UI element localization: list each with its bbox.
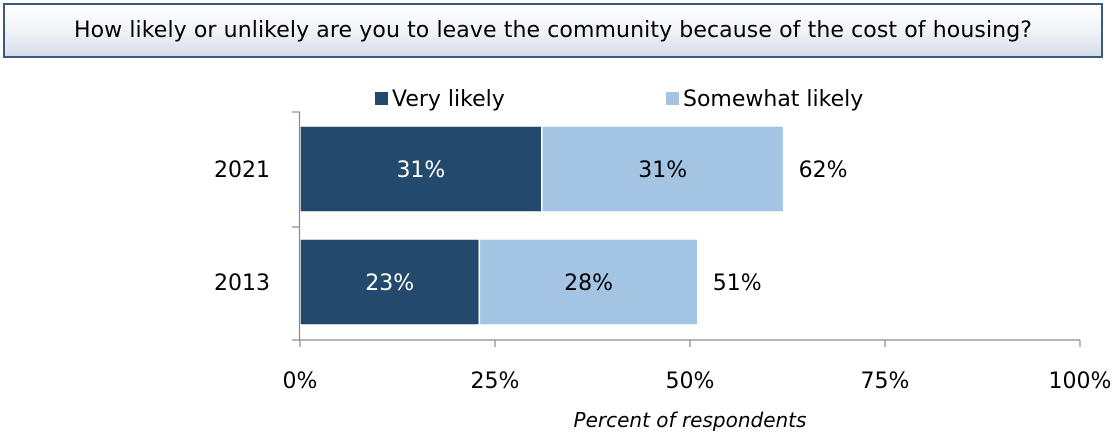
bar-somewhat-likely-2013 xyxy=(478,238,699,326)
bar-somewhat-likely-2021 xyxy=(541,125,785,213)
total-label-2021: 62% xyxy=(799,158,848,183)
data-label-somewhat-likely-2013: 28% xyxy=(564,271,613,296)
x-tick-label-100: 100% xyxy=(1049,369,1112,394)
data-label-very-likely-2013: 23% xyxy=(365,271,414,296)
legend-very-likely-label: Very likely xyxy=(392,87,505,112)
x-tick-label-50: 50% xyxy=(666,369,715,394)
legend-somewhat-likely-label: Somewhat likely xyxy=(683,87,863,112)
x-tick-label-25: 25% xyxy=(471,369,520,394)
x-tick-label-75: 75% xyxy=(861,369,910,394)
category-label-2021: 2021 xyxy=(214,158,270,183)
chart-title-box: How likely or unlikely are you to leave … xyxy=(3,3,1103,58)
chart-title: How likely or unlikely are you to leave … xyxy=(73,18,1033,43)
data-label-somewhat-likely-2021: 31% xyxy=(638,158,687,183)
x-tick-label-0: 0% xyxy=(283,369,318,394)
category-label-2013: 2013 xyxy=(214,271,270,296)
legend-somewhat-likely-swatch xyxy=(666,92,679,105)
x-axis-title: Percent of respondents xyxy=(574,408,807,432)
bar-very-likely-2013 xyxy=(299,238,481,326)
total-label-2013: 51% xyxy=(713,271,762,296)
bar-very-likely-2021 xyxy=(299,125,543,213)
legend-very-likely-swatch xyxy=(375,92,388,105)
data-label-very-likely-2021: 31% xyxy=(396,158,445,183)
